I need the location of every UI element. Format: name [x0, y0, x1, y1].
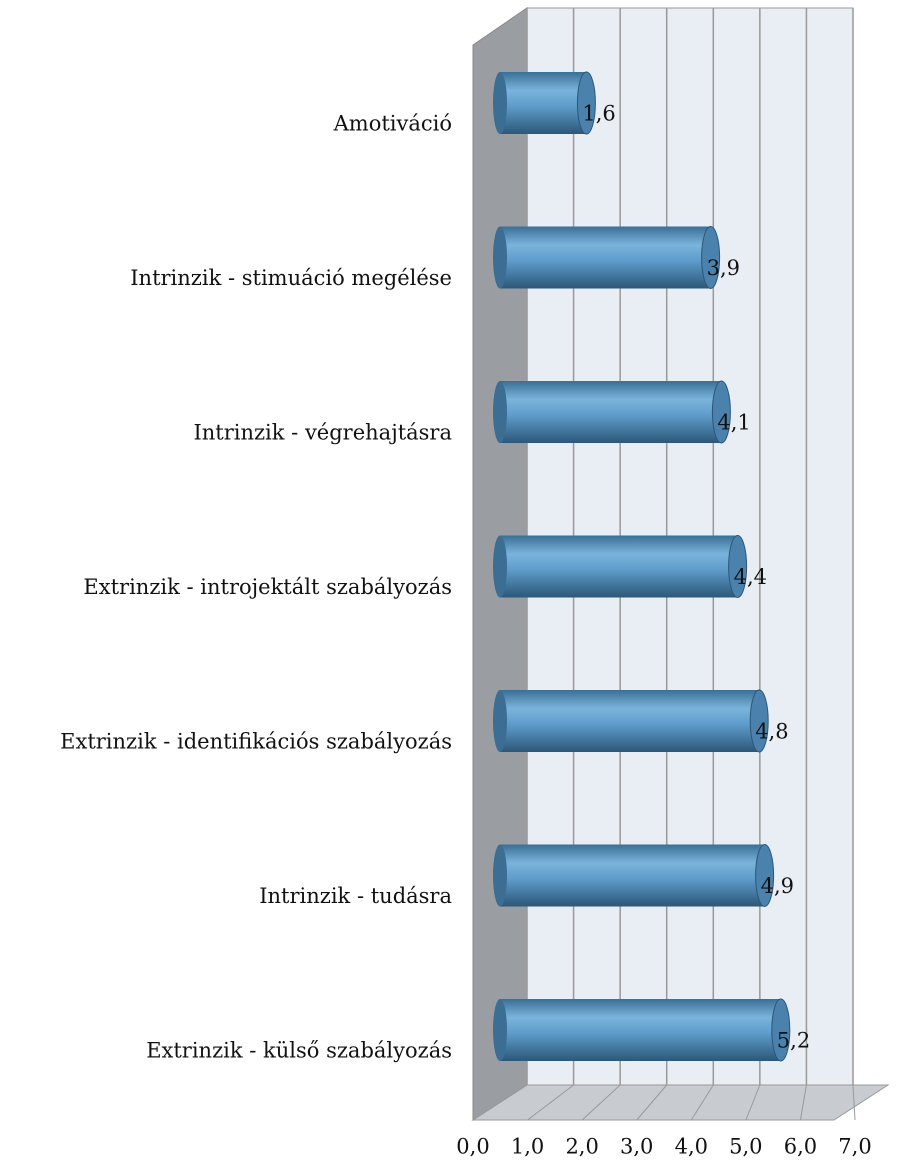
bar-end-cap: [711, 380, 731, 444]
value-label: 4,8: [755, 720, 788, 744]
bar-end-cap: [728, 535, 748, 598]
category-label: Amotiváció: [333, 112, 452, 136]
floor-grid-line: [527, 1084, 574, 1121]
value-label: 4,1: [717, 411, 750, 435]
bar-start-cap: [493, 381, 507, 443]
bar-start-cap: [493, 535, 507, 598]
floor-grid-line: [852, 1084, 856, 1121]
value-label: 3,9: [707, 256, 740, 280]
value-label: 1,6: [582, 102, 615, 126]
category-label: Intrinzik - stimuáció megélése: [130, 266, 452, 290]
bar-start-cap: [493, 844, 507, 907]
floor-grid-line: [636, 1084, 668, 1121]
bar-end-cap: [701, 226, 721, 289]
floor-grid-line: [690, 1084, 714, 1121]
value-label: 4,4: [734, 565, 767, 589]
x-tick-label: 5,0: [729, 1135, 762, 1159]
x-tick-label: 4,0: [675, 1135, 708, 1159]
category-label: Extrinzik - identifikációs szabályozás: [60, 730, 452, 754]
floor-grid-line: [745, 1084, 761, 1121]
value-label: 5,2: [777, 1029, 810, 1053]
x-tick-label: 2,0: [565, 1135, 598, 1159]
bar: [500, 381, 722, 443]
floor-grid-line: [581, 1084, 621, 1121]
bar-start-cap: [493, 999, 507, 1061]
bar: [500, 535, 738, 598]
category-label: Intrinzik - tudásra: [259, 884, 452, 908]
bar-end-cap: [576, 71, 596, 135]
x-tick-label: 1,0: [511, 1135, 544, 1159]
x-tick-label: 7,0: [838, 1135, 871, 1159]
x-tick-label: 0,0: [456, 1135, 489, 1159]
bar-start-cap: [493, 226, 507, 289]
bar-start-cap: [493, 690, 507, 752]
x-tick-label: 6,0: [784, 1135, 817, 1159]
bar: [500, 844, 765, 907]
bar-end-cap: [755, 844, 775, 907]
floor-grid-line: [472, 1084, 528, 1121]
bar: [500, 999, 781, 1061]
bar: [500, 72, 587, 134]
category-label: Intrinzik - végrehajtásra: [193, 421, 452, 445]
value-label: 4,9: [761, 874, 794, 898]
bar: [500, 226, 711, 289]
category-label: Extrinzik - introjektált szabályozás: [83, 575, 452, 599]
bar-start-cap: [493, 72, 507, 134]
floor-grid-line: [799, 1084, 807, 1121]
bar-end-cap: [771, 998, 791, 1062]
x-tick-label: 3,0: [620, 1135, 653, 1159]
bar: [500, 690, 760, 752]
bar-end-cap: [749, 689, 769, 753]
category-label: Extrinzik - külső szabályozás: [146, 1039, 452, 1063]
